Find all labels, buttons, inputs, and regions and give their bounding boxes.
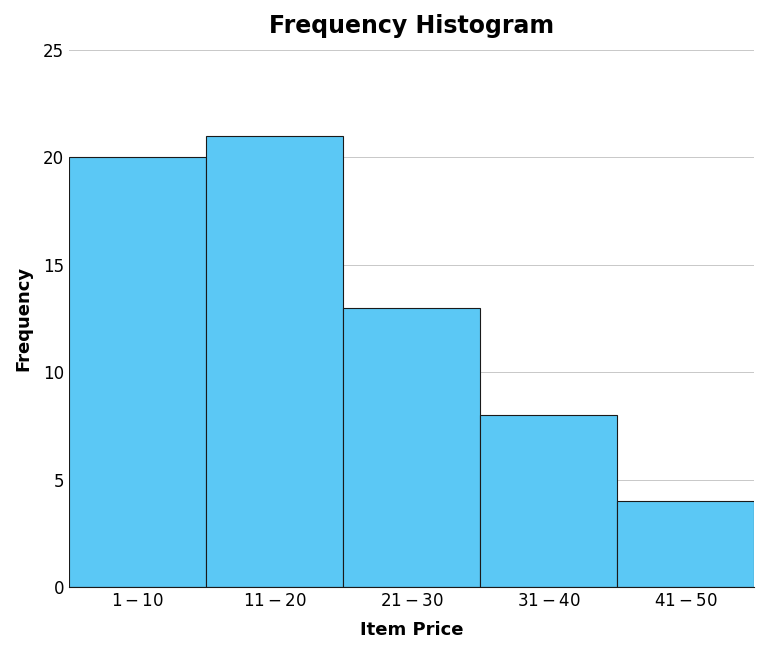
Bar [617,501,754,587]
Y-axis label: Frequency: Frequency [14,266,32,371]
Bar [206,136,343,587]
Title: Frequency Histogram: Frequency Histogram [269,14,554,38]
Bar [69,157,206,587]
Bar [480,415,617,587]
X-axis label: Item Price: Item Price [359,621,463,639]
Bar [343,308,480,587]
